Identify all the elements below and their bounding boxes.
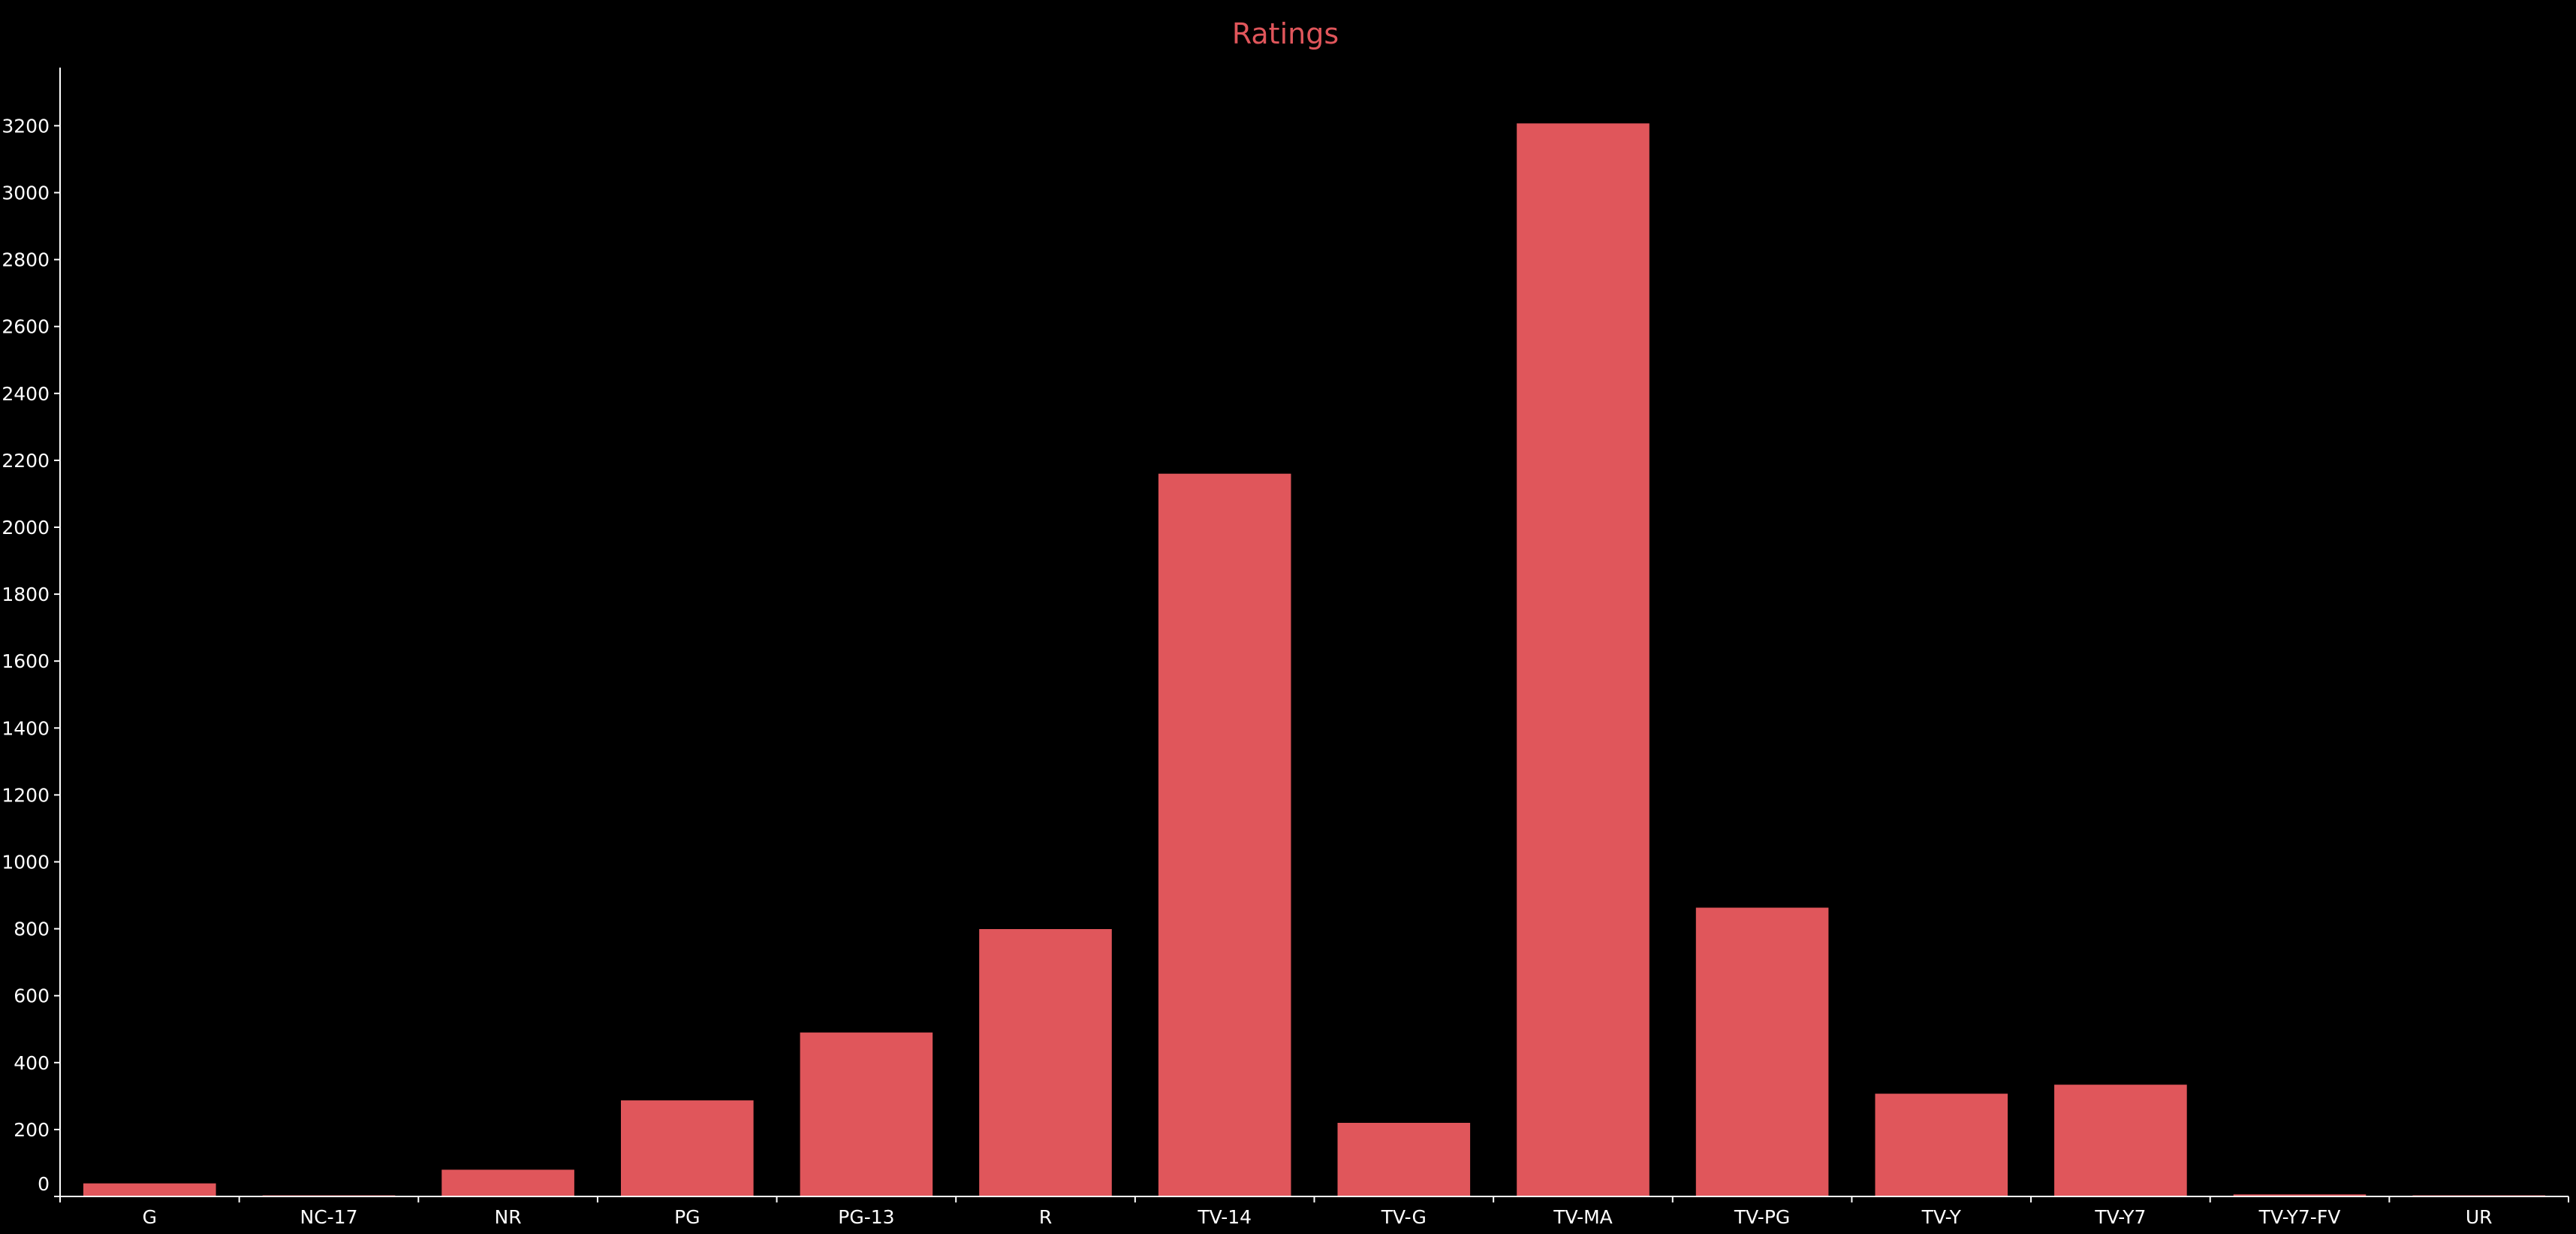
x-tick-label: G bbox=[143, 1206, 157, 1228]
bar-tv-14 bbox=[1158, 473, 1291, 1196]
y-tick-label: 0 bbox=[38, 1173, 50, 1195]
x-tick-label: NC-17 bbox=[300, 1206, 358, 1228]
bar-tv-ma bbox=[1517, 123, 1650, 1196]
y-tick-label: 2400 bbox=[2, 383, 50, 405]
y-tick-label: 1200 bbox=[2, 784, 50, 806]
y-tick-label: 200 bbox=[14, 1119, 50, 1141]
y-tick-label: 1800 bbox=[2, 584, 50, 605]
x-tick-label: PG-13 bbox=[838, 1206, 894, 1228]
x-tick-label: TV-14 bbox=[1197, 1206, 1252, 1228]
chart-title: Ratings bbox=[1232, 17, 1339, 50]
x-tick-label: TV-Y7 bbox=[2094, 1206, 2146, 1228]
y-tick-label: 3000 bbox=[2, 183, 50, 204]
y-tick-label: 1000 bbox=[2, 852, 50, 873]
bars-layer bbox=[83, 123, 2545, 1196]
x-tick-label: UR bbox=[2466, 1206, 2493, 1228]
x-tick-label: PG bbox=[674, 1206, 700, 1228]
bar-r bbox=[979, 929, 1112, 1196]
bar-nr bbox=[441, 1169, 574, 1196]
y-tick-label: 600 bbox=[14, 985, 50, 1007]
x-tick-label: TV-Y bbox=[1921, 1206, 1962, 1228]
y-tick-label: 3200 bbox=[2, 115, 50, 137]
bar-tv-y7-fv bbox=[2233, 1194, 2367, 1196]
bar-pg bbox=[621, 1100, 754, 1196]
x-tick-label: TV-MA bbox=[1553, 1206, 1613, 1228]
x-tick-label: R bbox=[1039, 1206, 1052, 1228]
y-tick-label: 400 bbox=[14, 1052, 50, 1074]
y-axis: 0 200 400 600 800 1000 1200 1400 1600 1800 2000 220… bbox=[2, 68, 61, 1199]
bar-g bbox=[83, 1183, 216, 1196]
bar-tv-y7 bbox=[2054, 1085, 2187, 1196]
x-tick-label: TV-Y7-FV bbox=[2258, 1206, 2341, 1228]
x-axis: G NC-17 NR PG PG-13 R TV-14 TV-G TV-MA TV-PG TV-Y T… bbox=[54, 1196, 2569, 1228]
y-tick-label: 1400 bbox=[2, 717, 50, 739]
y-tick-label: 2600 bbox=[2, 316, 50, 338]
y-tick-label: 2000 bbox=[2, 517, 50, 539]
y-tick-label: 1600 bbox=[2, 650, 50, 672]
y-tick-label: 2200 bbox=[2, 450, 50, 472]
bar-pg-13 bbox=[800, 1032, 933, 1196]
y-tick-label: 800 bbox=[14, 919, 50, 940]
bar-tv-pg bbox=[1695, 907, 1829, 1196]
x-tick-label: TV-PG bbox=[1734, 1206, 1790, 1228]
y-tick-label: 2800 bbox=[2, 249, 50, 271]
x-tick-label: TV-G bbox=[1381, 1206, 1427, 1228]
x-tick-label: NR bbox=[495, 1206, 522, 1228]
bar-tv-y bbox=[1875, 1094, 2008, 1196]
bar-tv-g bbox=[1337, 1123, 1471, 1196]
